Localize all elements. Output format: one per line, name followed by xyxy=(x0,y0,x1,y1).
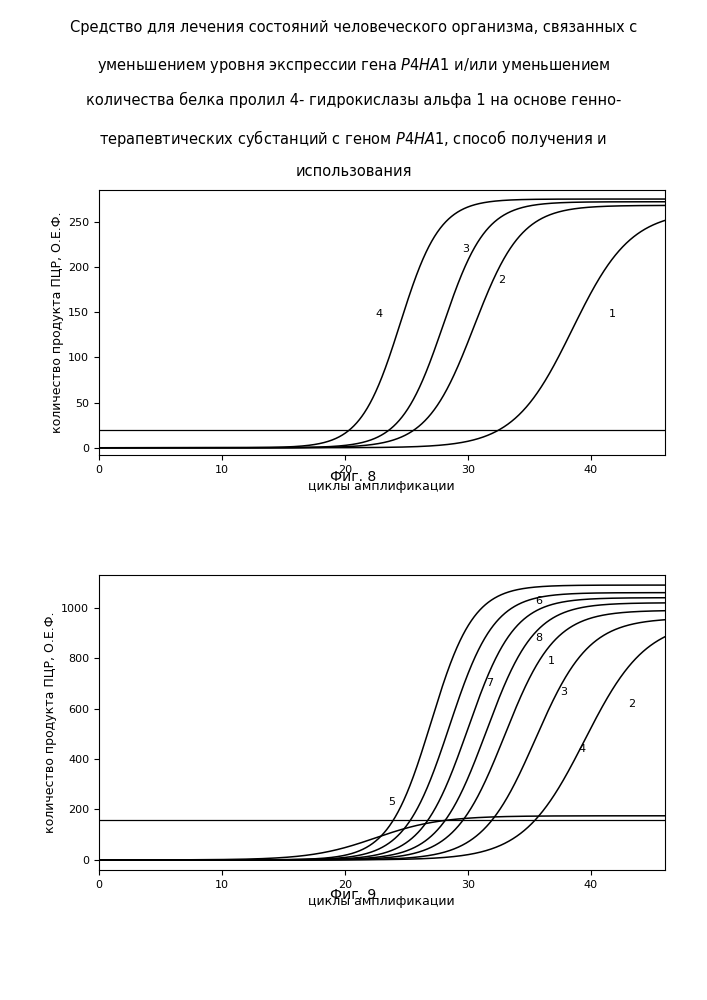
Y-axis label: количество продукта ПЦР, О.Е.Ф.: количество продукта ПЦР, О.Е.Ф. xyxy=(44,612,57,833)
Text: 5: 5 xyxy=(388,797,395,807)
Y-axis label: количество продукта ПЦР, О.Е.Ф.: количество продукта ПЦР, О.Е.Ф. xyxy=(51,212,64,433)
Text: использования: использования xyxy=(296,164,411,179)
Text: уменьшением уровня экспрессии гена $\mathit{P4HA1}$ и/или уменьшением: уменьшением уровня экспрессии гена $\mat… xyxy=(97,56,610,75)
Text: 3: 3 xyxy=(560,687,567,697)
Text: 1: 1 xyxy=(609,309,617,319)
Text: 2: 2 xyxy=(628,699,635,709)
Text: 2: 2 xyxy=(498,275,506,285)
Text: терапевтических субстанций с геном $\mathit{P4HA1}$, способ получения и: терапевтических субстанций с геном $\mat… xyxy=(100,128,607,149)
Text: 1: 1 xyxy=(548,656,555,666)
X-axis label: циклы амплификации: циклы амплификации xyxy=(308,480,455,493)
Text: 6: 6 xyxy=(535,596,542,606)
Text: Фиг. 8: Фиг. 8 xyxy=(330,470,377,484)
Text: 8: 8 xyxy=(535,633,542,643)
X-axis label: циклы амплификации: циклы амплификации xyxy=(308,895,455,908)
Text: Средство для лечения состояний человеческого организма, связанных с: Средство для лечения состояний человечес… xyxy=(70,20,637,35)
Text: количества белка пролил 4- гидрокислазы альфа 1 на основе генно-: количества белка пролил 4- гидрокислазы … xyxy=(86,92,621,108)
Text: 4: 4 xyxy=(375,309,382,319)
Text: 7: 7 xyxy=(486,678,493,688)
Text: 3: 3 xyxy=(462,244,469,254)
Text: 4: 4 xyxy=(578,744,585,754)
Text: Фиг. 9: Фиг. 9 xyxy=(330,888,377,902)
